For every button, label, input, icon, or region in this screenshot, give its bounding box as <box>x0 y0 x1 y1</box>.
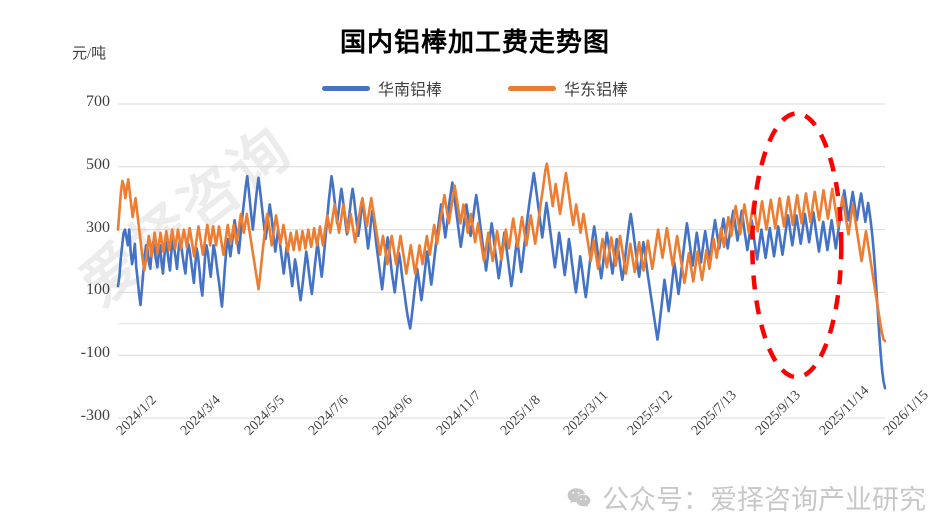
x-axis: 2024/1/2 2024/3/4 2024/5/5 2024/7/6 2024/9/6… <box>0 383 950 526</box>
y-tick-label: 500 <box>86 155 110 173</box>
y-tick-label: 100 <box>86 281 110 299</box>
y-tick-label: 300 <box>86 218 110 236</box>
chart-legend: 华南铝棒 华东铝棒 <box>0 76 950 100</box>
chart-title: 国内铝棒加工费走势图 <box>339 28 610 58</box>
series-line-east <box>116 162 887 343</box>
y-axis: 700 500 300 100 -100 -300 <box>48 93 110 424</box>
legend-swatch-south <box>321 85 370 91</box>
y-axis-unit-label: 元/吨 <box>72 46 107 62</box>
legend-swatch-east <box>508 85 556 91</box>
y-tick-label: -100 <box>80 344 110 362</box>
legend-label-south: 华南铝棒 <box>377 80 442 99</box>
y-tick-label: -300 <box>80 407 110 424</box>
plot-area <box>116 103 887 419</box>
legend-item-east[interactable]: 华东铝棒 <box>508 76 628 100</box>
legend-label-east: 华东铝棒 <box>564 80 629 99</box>
plot-svg <box>116 103 887 419</box>
red-dashed-ellipse <box>750 111 844 380</box>
legend-item-south[interactable]: 华南铝棒 <box>321 76 442 100</box>
x-tick-label: 2026/1/15 <box>881 387 932 439</box>
y-tick-label: 700 <box>86 93 110 110</box>
